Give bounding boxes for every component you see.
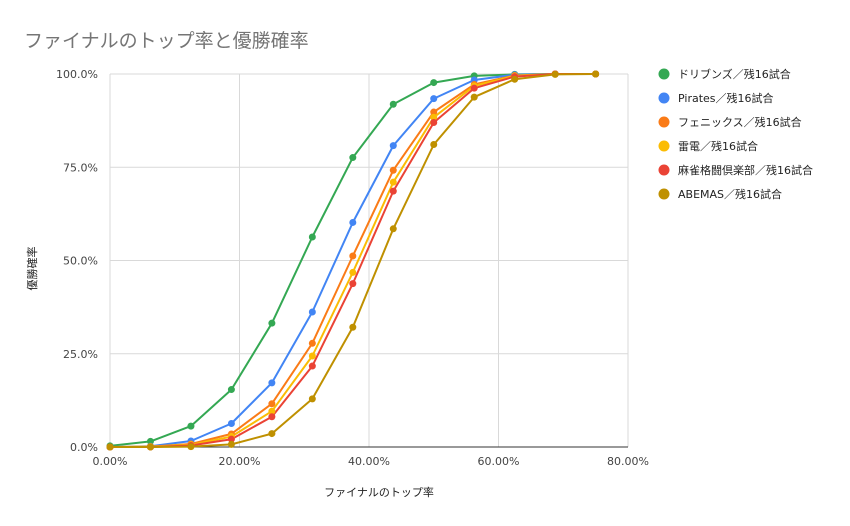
data-point-3 — [268, 407, 276, 415]
data-point-1 — [308, 308, 316, 316]
data-point-4 — [349, 280, 357, 288]
data-point-3 — [308, 352, 316, 360]
data-point-0 — [430, 79, 438, 87]
data-point-5 — [592, 70, 600, 78]
data-point-3 — [389, 178, 397, 186]
data-point-4 — [308, 362, 316, 370]
legend-label: ドリブンズ／残16試合 — [678, 67, 791, 81]
data-point-2 — [268, 400, 276, 408]
x-tick-label: 20.00% — [219, 455, 261, 468]
legend-marker — [658, 116, 670, 128]
data-point-5 — [389, 225, 397, 233]
data-point-5 — [430, 140, 438, 148]
data-point-5 — [551, 70, 559, 78]
x-tick-label: 80.00% — [607, 455, 649, 468]
x-axis-title: ファイナルのトップ率 — [324, 485, 434, 499]
data-point-4 — [389, 187, 397, 195]
series-line-0 — [109, 73, 596, 447]
data-point-5 — [349, 323, 357, 331]
data-point-2 — [349, 252, 357, 260]
y-tick-label: 0.0% — [70, 441, 98, 454]
legend-label: 雷電／残16試合 — [678, 139, 758, 153]
data-point-5 — [146, 443, 154, 451]
data-point-4 — [470, 84, 478, 92]
data-point-0 — [389, 100, 397, 108]
legend-label: Pirates／残16試合 — [678, 91, 774, 105]
data-point-5 — [511, 75, 519, 83]
y-axis-title: 優勝確率 — [25, 247, 39, 291]
data-point-1 — [389, 142, 397, 150]
legend-marker — [658, 164, 670, 176]
data-point-5 — [227, 440, 235, 448]
legend-label: フェニックス／残16試合 — [678, 115, 802, 129]
data-point-4 — [227, 435, 235, 443]
x-tick-label: 40.00% — [348, 455, 390, 468]
data-point-0 — [187, 422, 195, 430]
data-point-5 — [187, 443, 195, 451]
y-tick-label: 75.0% — [63, 161, 98, 174]
y-tick-label: 25.0% — [63, 348, 98, 361]
chart-title: ファイナルのトップ率と優勝確率 — [24, 30, 309, 52]
data-point-1 — [227, 420, 235, 428]
data-point-5 — [268, 430, 276, 438]
data-point-2 — [430, 108, 438, 116]
data-point-0 — [349, 154, 357, 162]
x-tick-label: 0.00% — [93, 455, 128, 468]
x-tick-label: 60.00% — [478, 455, 520, 468]
y-tick-label: 100.0% — [56, 68, 98, 81]
data-point-4 — [268, 413, 276, 421]
legend-marker — [658, 188, 670, 200]
data-point-0 — [308, 233, 316, 241]
data-point-2 — [389, 166, 397, 174]
legend-label: ABEMAS／残16試合 — [678, 187, 782, 201]
legend-marker — [658, 140, 670, 152]
data-point-3 — [349, 268, 357, 276]
data-point-3 — [430, 113, 438, 121]
data-point-5 — [470, 93, 478, 101]
data-point-1 — [268, 379, 276, 387]
data-point-5 — [106, 443, 114, 451]
data-point-0 — [268, 319, 276, 327]
data-point-1 — [430, 95, 438, 103]
legend-marker — [658, 92, 670, 104]
data-point-5 — [308, 395, 316, 403]
data-point-0 — [146, 437, 154, 445]
y-tick-label: 50.0% — [63, 255, 98, 268]
data-point-1 — [349, 218, 357, 226]
legend-label: 麻雀格闘倶楽部／残16試合 — [678, 163, 813, 177]
data-point-4 — [430, 118, 438, 126]
legend-marker — [658, 68, 670, 80]
data-point-0 — [227, 386, 235, 394]
data-point-2 — [308, 339, 316, 347]
